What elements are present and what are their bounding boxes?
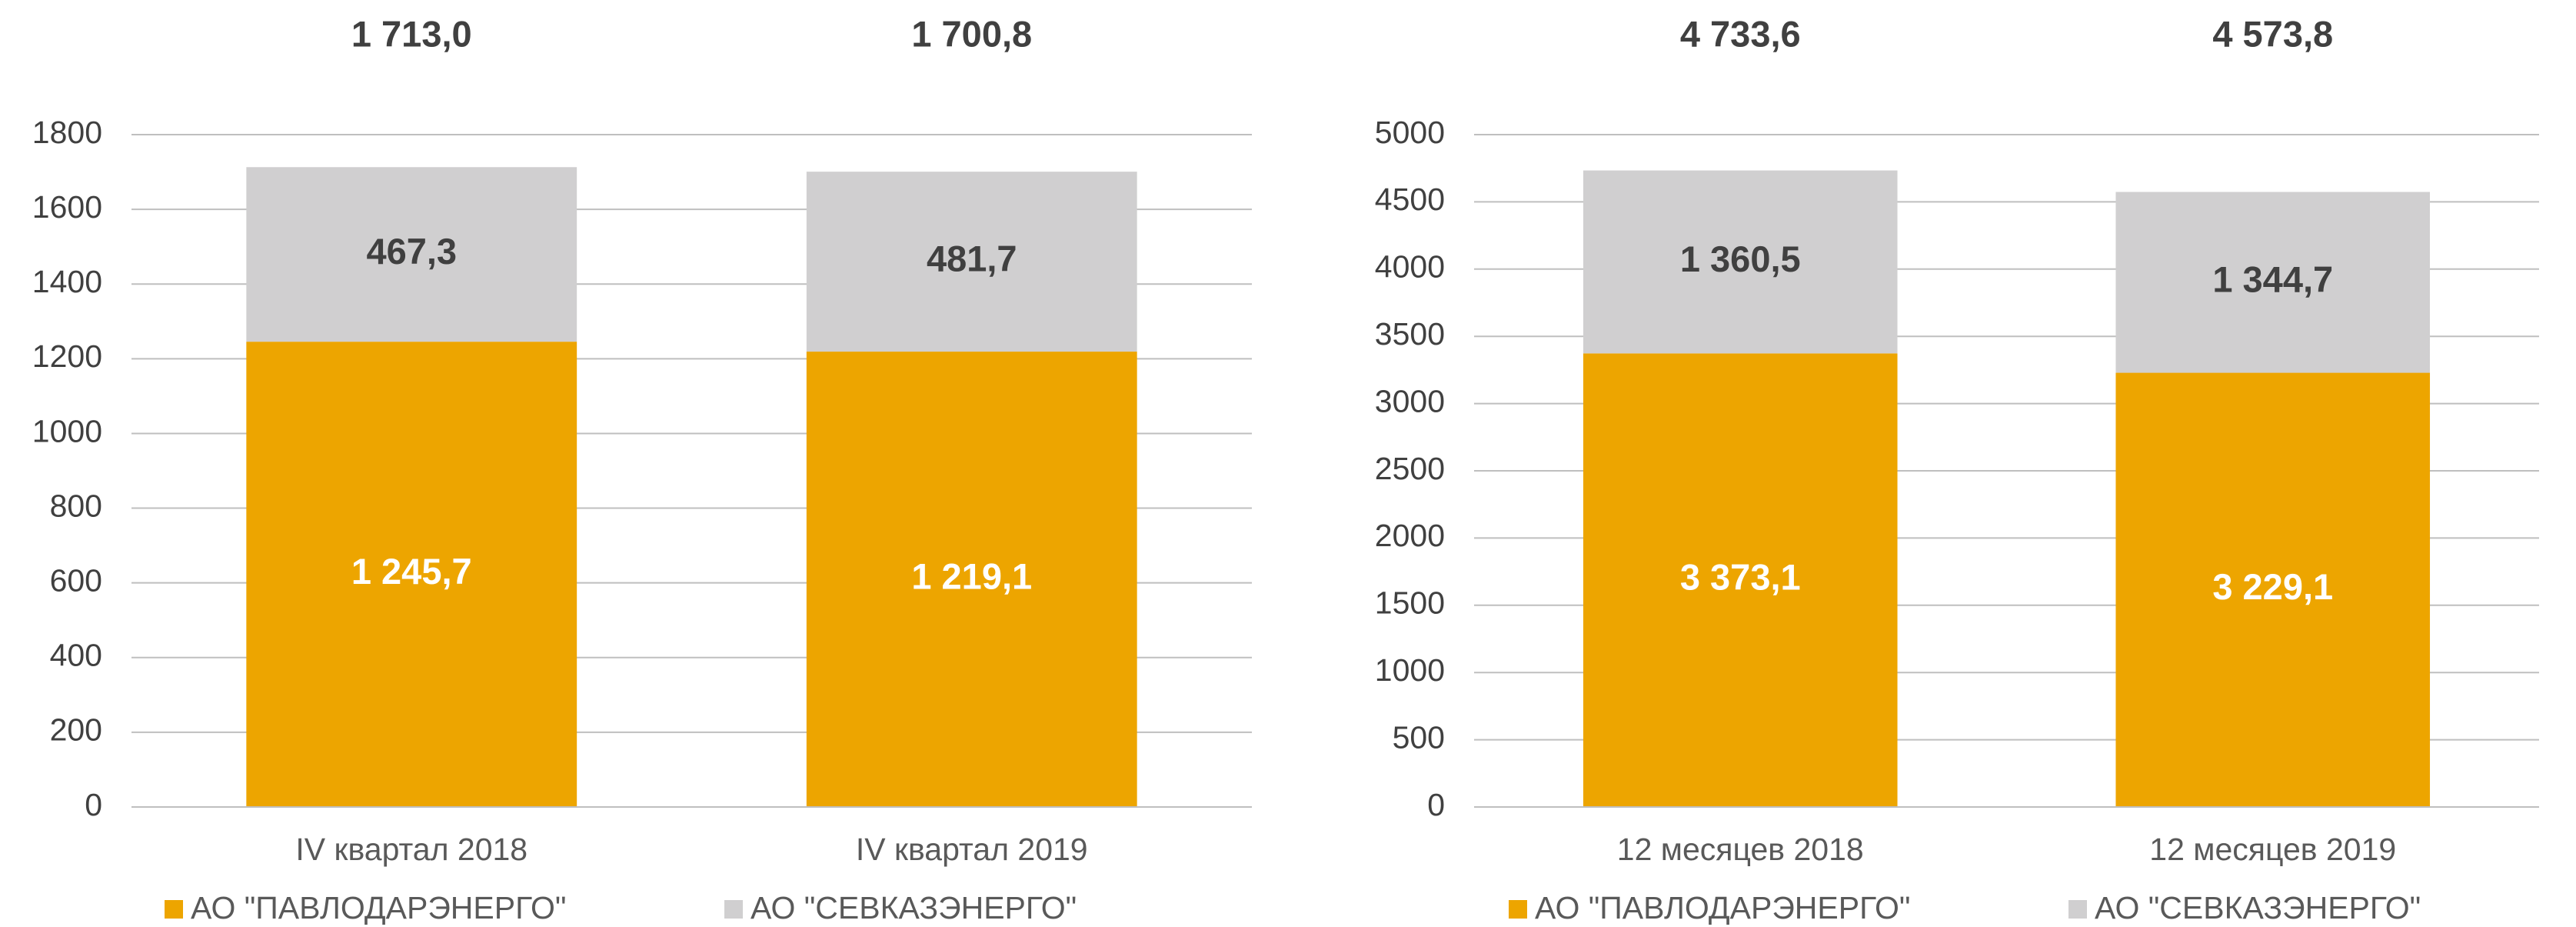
legend-label: АО "ПАВЛОДАРЭНЕРГО" (1535, 890, 1910, 925)
legend-label: АО "СЕВКАЗЭНЕРГО" (751, 890, 1077, 925)
y-tick-label: 1400 (32, 264, 102, 299)
y-tick-label: 4000 (1375, 249, 1445, 285)
y-tick-label: 1500 (1375, 585, 1445, 621)
y-tick-label: 0 (85, 787, 102, 822)
y-tick-label: 4500 (1375, 182, 1445, 217)
legend-marker (1509, 900, 1527, 919)
value-label: 1 344,7 (2212, 258, 2333, 299)
y-tick-label: 1800 (32, 115, 102, 150)
bar-segment (2115, 372, 2431, 807)
total-label: 1 700,8 (911, 13, 1032, 54)
bar-segment (246, 342, 577, 807)
y-tick-label: 600 (50, 562, 102, 598)
legend-label: АО "СЕВКАЗЭНЕРГО" (2095, 890, 2421, 925)
bar-segment (2115, 192, 2431, 373)
y-tick-label: 400 (50, 638, 102, 673)
bar-segment (806, 352, 1137, 808)
bar-segment (1583, 353, 1898, 808)
y-tick-label: 200 (50, 712, 102, 748)
total-label: 4 573,8 (2212, 13, 2333, 54)
y-tick-label: 3500 (1375, 316, 1445, 352)
y-tick-label: 3000 (1375, 383, 1445, 418)
value-label: 1 245,7 (351, 551, 472, 592)
legend-label: АО "ПАВЛОДАРЭНЕРГО" (191, 890, 566, 925)
y-tick-label: 2500 (1375, 451, 1445, 486)
value-label: 3 229,1 (2212, 566, 2333, 607)
y-tick-label: 2000 (1375, 518, 1445, 553)
y-tick-label: 5000 (1375, 115, 1445, 150)
x-tick-label: 12 месяцев 2019 (2149, 832, 2396, 867)
value-label: 1 360,5 (1680, 238, 1801, 279)
value-label: 1 219,1 (911, 555, 1032, 596)
legend-marker (2068, 900, 2087, 919)
y-tick-label: 1600 (32, 189, 102, 225)
value-label: 3 373,1 (1680, 557, 1801, 598)
y-tick-label: 1000 (32, 413, 102, 448)
total-label: 4 733,6 (1680, 13, 1801, 54)
y-tick-label: 1000 (1375, 652, 1445, 688)
legend-marker (724, 900, 743, 919)
y-tick-label: 1200 (32, 338, 102, 374)
legend-marker (165, 900, 183, 919)
y-tick-label: 500 (1393, 719, 1445, 755)
bar-segment (1583, 170, 1898, 354)
value-label: 481,7 (927, 238, 1017, 279)
y-tick-label: 800 (50, 488, 102, 523)
x-tick-label: IV квартал 2018 (295, 832, 528, 867)
total-label: 1 713,0 (351, 13, 472, 54)
bar-segment (246, 167, 577, 342)
value-label: 467,3 (366, 231, 457, 272)
y-tick-label: 0 (1427, 787, 1445, 822)
bar-segment (806, 172, 1137, 352)
x-tick-label: 12 месяцев 2018 (1617, 832, 1864, 867)
x-tick-label: IV квартал 2019 (856, 832, 1088, 867)
